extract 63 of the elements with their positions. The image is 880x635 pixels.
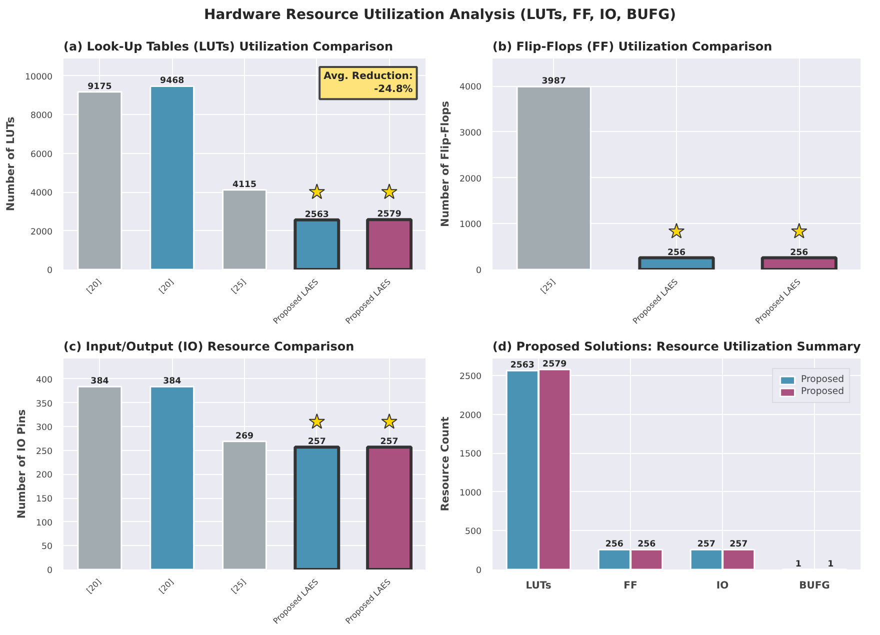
- y-axis-title: Number of LUTs: [4, 116, 17, 212]
- y-tick-label: 1000: [459, 488, 482, 498]
- chart-title: (a) Look-Up Tables (LUTs) Utilization Comparison: [64, 40, 394, 54]
- y-tick-label: 6000: [30, 150, 52, 160]
- data-label: 257: [730, 540, 748, 550]
- y-tick-label: 0: [476, 566, 482, 576]
- data-label: 257: [380, 437, 398, 448]
- x-tick-label: IO: [716, 580, 729, 592]
- data-label: 256: [790, 248, 808, 258]
- y-tick-label: 1000: [459, 220, 482, 230]
- x-tick-label: BUFG: [799, 580, 830, 592]
- data-label: 2579: [542, 359, 567, 370]
- chart-title: (b) Flip-Flops (FF) Utilization Comparison: [492, 40, 772, 54]
- text: Hardware Resource Utilization Analysis (LUTs, FF, IO, BUFG): [204, 6, 676, 25]
- data-label: 2563: [510, 360, 534, 371]
- y-tick-label: 3000: [459, 128, 482, 138]
- y-tick-label: 8000: [30, 111, 52, 122]
- data-label: 3987: [542, 76, 566, 87]
- x-tick-label: LUTs: [526, 580, 552, 592]
- y-axis-title: Resource Count: [438, 416, 452, 512]
- y-tick-label: 2500: [459, 372, 482, 382]
- data-label: 256: [605, 540, 624, 550]
- y-tick-label: 150: [36, 494, 53, 505]
- data-label: 256: [667, 248, 686, 258]
- data-label: 9175: [88, 82, 112, 92]
- data-label: 2563: [304, 210, 329, 220]
- y-tick-label: 300: [36, 423, 53, 434]
- legend-label: Proposed: [801, 374, 844, 385]
- data-label: 257: [308, 437, 326, 448]
- y-tick-label: 0: [476, 266, 482, 276]
- data-label: 1: [795, 559, 802, 570]
- y-tick-label: 200: [36, 470, 53, 481]
- y-tick-label: 4000: [459, 82, 482, 93]
- y-tick-label: 0: [46, 566, 53, 576]
- y-axis-title: Number of IO Pins: [14, 409, 28, 519]
- y-tick-label: 100: [36, 518, 53, 528]
- y-tick-label: 2000: [30, 227, 52, 238]
- chart-title: (d) Proposed Solutions: Resource Utilization Summary: [492, 340, 861, 354]
- y-tick-label: 500: [464, 527, 482, 538]
- y-axis-title: Number of Flip-Flops: [438, 101, 452, 227]
- annotation: Avg. Reduction: -24.8%: [324, 70, 413, 96]
- data-label: 269: [235, 431, 254, 442]
- data-label: 384: [163, 376, 182, 387]
- y-tick-label: 10000: [24, 72, 53, 82]
- data-label: 2579: [377, 210, 402, 220]
- y-tick-label: 2000: [459, 410, 482, 421]
- y-tick-label: 400: [36, 375, 53, 386]
- y-tick-label: 350: [36, 399, 53, 410]
- data-label: 384: [90, 376, 109, 387]
- chart-title: (c) Input/Output (IO) Resource Comparison: [64, 340, 354, 354]
- y-tick-label: 1500: [459, 450, 482, 460]
- legend-label: Proposed: [801, 386, 844, 397]
- data-label: 4115: [232, 180, 257, 190]
- x-tick-label: FF: [624, 580, 638, 592]
- data-label: 1: [828, 559, 834, 570]
- y-tick-label: 4000: [30, 188, 52, 199]
- data-label: 257: [697, 540, 716, 550]
- y-tick-label: 2000: [459, 174, 482, 184]
- data-label: 9468: [160, 76, 184, 86]
- y-tick-label: 50: [41, 542, 52, 552]
- data-label: 256: [638, 540, 656, 550]
- y-tick-label: 250: [36, 446, 53, 457]
- y-tick-label: 0: [46, 266, 53, 276]
